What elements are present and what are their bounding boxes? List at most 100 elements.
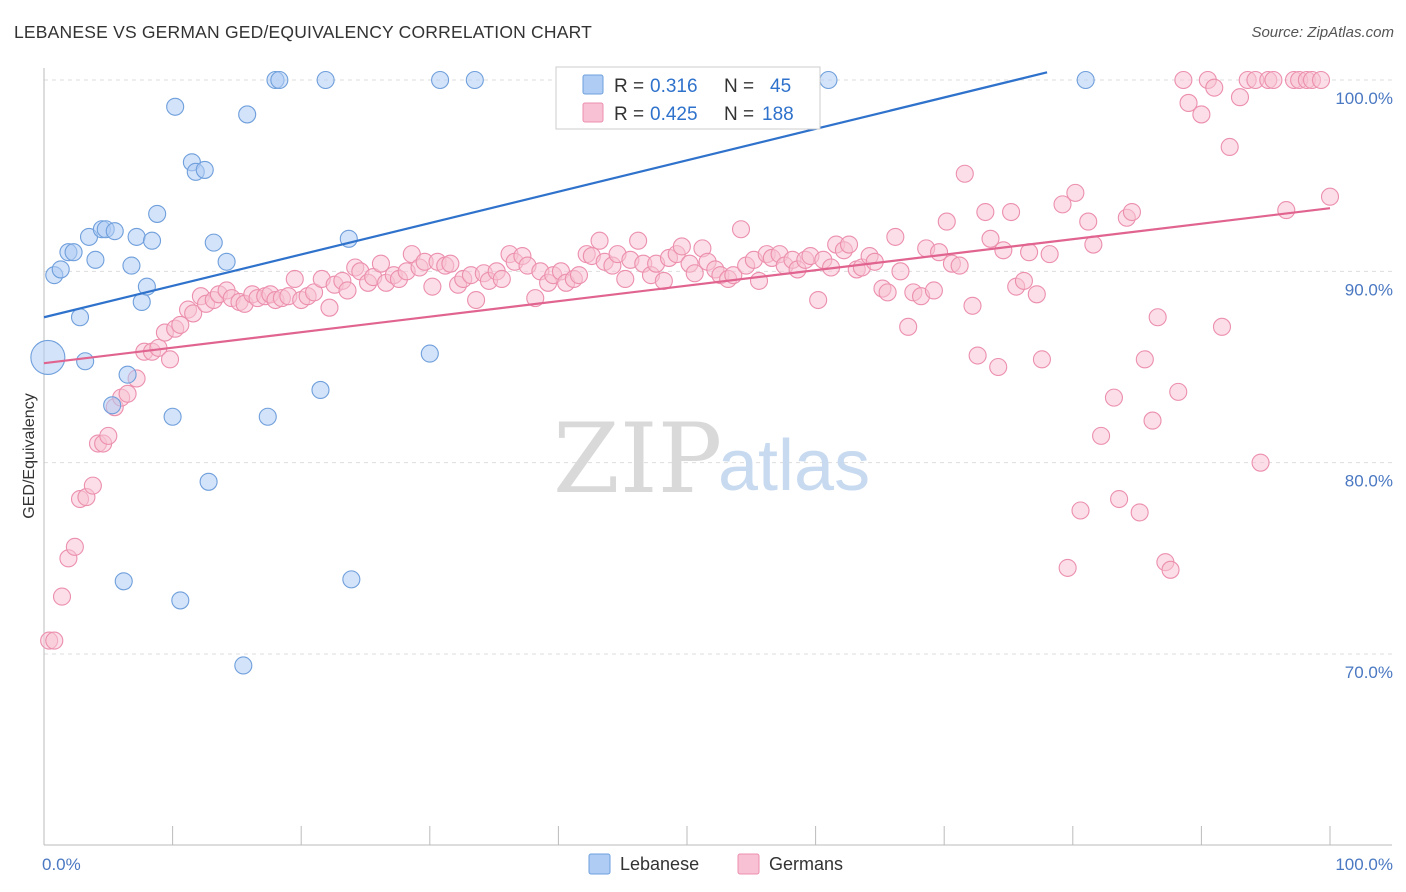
german-point-60 <box>423 277 442 296</box>
german-point-99 <box>672 237 691 256</box>
german-point-158 <box>1058 558 1077 577</box>
y-tick-label-90: 90.0% <box>1345 280 1393 299</box>
german-point-131 <box>878 283 897 302</box>
legend-r-value-germans: 0.425 <box>650 104 698 125</box>
german-point-150 <box>1002 202 1021 222</box>
chart-title: LEBANESE VS GERMAN GED/EQUIVALENCY CORRE… <box>14 22 592 42</box>
german-point-134 <box>899 317 918 336</box>
german-point-42 <box>305 283 324 302</box>
legend-r-label-lebanese: R = <box>614 76 644 97</box>
lebanese-point-11 <box>103 396 122 415</box>
german-point-155 <box>1032 350 1051 369</box>
german-point-63 <box>441 254 460 273</box>
lebanese-point-28 <box>204 233 223 252</box>
german-point-168 <box>1130 503 1149 522</box>
lebanese-point-15 <box>122 256 141 275</box>
lebanese-point-14 <box>118 365 137 384</box>
german-point-148 <box>989 357 1008 377</box>
german-point-180 <box>1212 317 1232 336</box>
german-point-52 <box>371 254 390 273</box>
y-axis-label: GED/Equivalency <box>21 393 38 518</box>
lebanese-point-23 <box>171 591 190 610</box>
grid <box>44 79 1392 655</box>
german-point-144 <box>963 296 982 315</box>
lebanese-point-42 <box>819 70 838 90</box>
source-credit: Source: ZipAtlas.com <box>1251 24 1394 41</box>
german-point-182 <box>1230 88 1250 107</box>
lebanese-point-2 <box>51 260 70 279</box>
german-point-44 <box>320 298 339 317</box>
german-point-165 <box>1110 489 1129 509</box>
legend-n-label-lebanese: N = <box>724 76 754 97</box>
german-point-111 <box>749 271 769 290</box>
german-point-156 <box>1040 245 1059 264</box>
german-point-83 <box>569 266 589 285</box>
german-point-171 <box>1148 308 1167 327</box>
german-point-13 <box>118 384 137 403</box>
lebanese-point-32 <box>258 407 277 426</box>
german-point-19 <box>160 350 180 369</box>
german-point-175 <box>1174 70 1193 90</box>
legend-r-value-lebanese: 0.316 <box>650 76 698 97</box>
lebanese-point-6 <box>76 352 95 371</box>
y-tick-labels: 70.0% 80.0% 90.0% 100.0% <box>1335 89 1393 682</box>
german-point-145 <box>968 346 987 365</box>
legend-n-value-lebanese: 45 <box>770 76 791 97</box>
german-point-152 <box>1014 271 1033 290</box>
german-point-2 <box>52 587 72 606</box>
axes <box>43 68 1392 846</box>
german-point-161 <box>1079 212 1098 231</box>
y-tick-label-80: 80.0% <box>1345 472 1393 491</box>
legend-swatch-lebanese <box>582 74 604 95</box>
legend-r-label-germans: R = <box>614 104 644 125</box>
german-point-193 <box>1311 70 1331 90</box>
german-point-160 <box>1071 501 1090 520</box>
lebanese-points <box>30 70 1095 675</box>
german-point-157 <box>1053 195 1072 214</box>
german-point-101 <box>685 264 704 283</box>
german-point-133 <box>891 262 910 281</box>
x-tick-label-max: 100.0% <box>1335 855 1393 874</box>
lebanese-point-16 <box>127 227 146 246</box>
german-point-10 <box>99 426 118 445</box>
german-point-39 <box>285 269 304 289</box>
german-point-138 <box>924 281 943 300</box>
german-point-170 <box>1143 411 1162 430</box>
lebanese-point-19 <box>142 231 162 250</box>
german-points <box>40 70 1340 650</box>
german-point-154 <box>1027 285 1046 304</box>
german-point-194 <box>1320 187 1340 206</box>
german-point-142 <box>950 256 969 275</box>
bottom-legend-label-germans: Germans <box>769 854 843 874</box>
german-point-174 <box>1169 382 1188 401</box>
german-point-162 <box>1084 235 1103 254</box>
german-point-47 <box>338 281 357 300</box>
y-tick-label-70: 70.0% <box>1345 663 1393 682</box>
legend-n-value-germans: 188 <box>762 104 794 125</box>
lebanese-point-0 <box>30 339 66 375</box>
german-point-187 <box>1264 70 1283 90</box>
lebanese-point-35 <box>311 380 330 400</box>
lebanese-point-36 <box>316 70 335 90</box>
german-point-90 <box>616 269 635 289</box>
german-point-108 <box>731 220 751 239</box>
x-tick-label-min: 0.0% <box>42 855 81 874</box>
lebanese-point-4 <box>64 243 83 262</box>
lebanese-point-30 <box>234 656 253 675</box>
lebanese-point-26 <box>195 160 214 179</box>
x-ticks <box>43 826 1331 845</box>
lebanese-point-8 <box>86 250 105 269</box>
bottom-legend-swatch-lebanese <box>588 853 611 875</box>
german-point-181 <box>1220 137 1239 157</box>
lebanese-point-13 <box>114 572 133 591</box>
german-point-188 <box>1277 201 1296 220</box>
lebanese-point-5 <box>70 308 90 327</box>
german-point-140 <box>937 212 956 231</box>
legend-swatch-germans <box>582 102 604 123</box>
watermark-zip: ZIP <box>553 403 722 515</box>
german-point-149 <box>994 241 1013 260</box>
german-point-7 <box>83 476 102 495</box>
lebanese-point-12 <box>105 222 124 241</box>
lebanese-point-27 <box>199 472 218 491</box>
